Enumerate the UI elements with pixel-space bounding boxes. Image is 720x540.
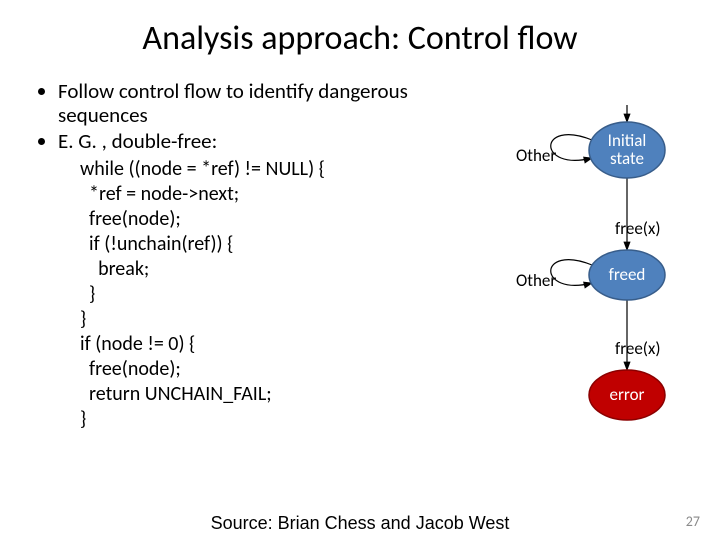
state-label-initial: Initialstate <box>589 122 665 178</box>
edge-label: free(x) <box>615 338 660 359</box>
source-citation: Source: Brian Chess and Jacob West <box>0 513 720 534</box>
left-column: Follow control flow to identify dangerou… <box>30 79 450 432</box>
edge-label: Other <box>516 270 556 291</box>
edge <box>551 135 592 161</box>
slide-title: Analysis approach: Control flow <box>0 0 720 59</box>
diagram-svg <box>442 100 702 500</box>
state-diagram: Other free(x) Other free(x) Initialstate free… <box>442 100 702 500</box>
code-snippet: while ((node = *ref) != NULL) { *ref = n… <box>30 157 450 432</box>
bullet-item: Follow control flow to identify dangerou… <box>58 79 450 127</box>
edge-label: free(x) <box>615 218 660 239</box>
state-label-error: error <box>589 370 665 420</box>
slide-number: 27 <box>686 513 700 530</box>
bullet-item: E. G. , double-free: <box>58 129 450 153</box>
bullet-list: Follow control flow to identify dangerou… <box>30 79 450 153</box>
edge <box>551 260 592 286</box>
state-label-freed: freed <box>589 250 665 300</box>
edge-label: Other <box>516 145 556 166</box>
